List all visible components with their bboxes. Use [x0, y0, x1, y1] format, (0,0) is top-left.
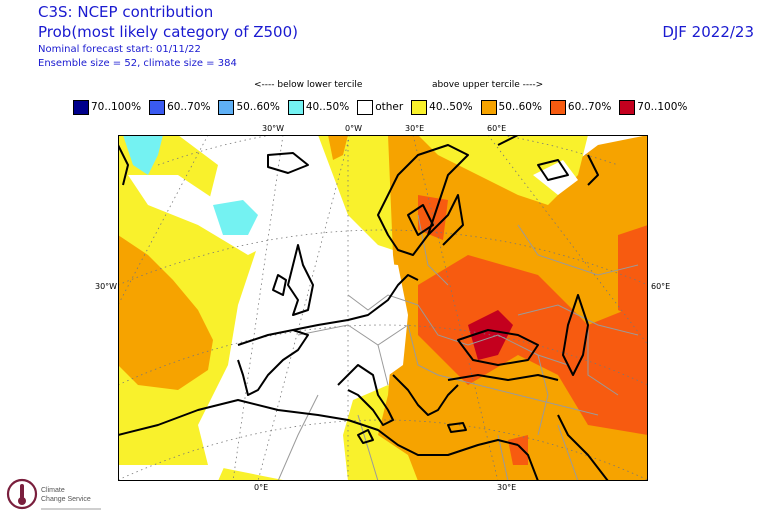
legend-swatch	[480, 99, 497, 115]
legend-item: other	[357, 99, 404, 115]
legend-item: 70..100%	[619, 99, 688, 115]
legend-swatch	[218, 99, 235, 115]
below-tercile-label: <---- below lower tercile	[254, 80, 363, 90]
season-label: DJF 2022/23	[662, 23, 754, 41]
legend-swatch	[73, 99, 89, 115]
legend-item: 50..60%	[480, 99, 542, 115]
orange-area-atlantic	[118, 235, 213, 390]
legend-swatch	[287, 99, 304, 115]
darkred-area-black-sea	[468, 310, 513, 360]
legend-label: 70..100%	[91, 101, 142, 113]
legend-item: 40..50%	[287, 99, 350, 115]
legend-label: 60..70%	[567, 101, 612, 113]
above-tercile-label: above upper tercile ---->	[432, 80, 544, 90]
cyan-patch-center	[213, 200, 258, 235]
legend-swatch	[411, 99, 428, 115]
probability-map	[118, 135, 648, 481]
copernicus-climate-logo: Climate Change Service	[6, 478, 101, 510]
legend-item: 40..50%	[411, 99, 473, 115]
red-area-nile	[508, 435, 528, 465]
logo-name-line1: Climate	[41, 487, 65, 494]
cyan-patch-north	[123, 135, 163, 175]
logo-thermometer-bulb	[18, 497, 26, 505]
grid-label-bottom-30e: 30°E	[497, 483, 517, 492]
legend-item: 50..60%	[218, 99, 280, 115]
map-subtitle: Prob(most likely category of Z500)	[38, 23, 298, 41]
grid-label-right-60e: 60°E	[651, 282, 671, 291]
legend-swatch	[149, 99, 166, 115]
logo-circle	[6, 478, 38, 510]
forecast-start-text: Nominal forecast start: 01/11/22	[38, 44, 201, 55]
grid-label-left-30w: 30°W	[95, 282, 118, 291]
grid-label-top-60e: 60°E	[487, 124, 507, 133]
logo-thermometer	[20, 484, 24, 499]
graticule-meridian	[487, 135, 648, 346]
map-title: C3S: NCEP contribution	[38, 3, 214, 21]
map-frame	[118, 135, 648, 481]
red-area-east-europe	[418, 255, 648, 435]
grid-label-bottom-0e: 0°E	[254, 483, 269, 492]
yellow-area-atlantic	[118, 135, 288, 481]
legend-label: 50..60%	[236, 101, 280, 113]
grid-label-top-30e: 30°E	[405, 124, 425, 133]
legend-item: 70..100%	[73, 99, 142, 115]
grid-label-top-30w: 30°W	[262, 124, 285, 133]
legend-item: 60..70%	[149, 99, 211, 115]
legend-label: 50..60%	[498, 101, 542, 113]
white-area-central-europe	[118, 255, 408, 481]
legend-label: 40..50%	[305, 101, 350, 113]
legend-swatch	[619, 99, 636, 115]
legend-label: 70..100%	[637, 101, 688, 113]
logo-name-line2: Change Service	[41, 496, 91, 503]
legend-label: 60..70%	[167, 101, 211, 113]
legend-swatch	[357, 99, 374, 115]
graticule	[118, 135, 648, 481]
legend-item: 60..70%	[549, 99, 612, 115]
ensemble-size-text: Ensemble size = 52, climate size = 384	[38, 58, 237, 69]
grid-label-top-0w: 0°W	[345, 124, 362, 133]
probability-legend: 70..100% 60..70% 50..60% 40..50% other 4…	[73, 98, 695, 116]
logo-bar	[41, 508, 101, 510]
legend-label: 40..50%	[429, 101, 473, 113]
graticule-meridian	[118, 135, 209, 306]
coastlines	[118, 135, 609, 481]
legend-label: other	[375, 101, 404, 113]
orange-area-iberia	[328, 135, 348, 160]
red-area-caspian	[618, 225, 648, 325]
graticule-meridian	[232, 135, 284, 481]
legend-swatch	[549, 99, 566, 115]
